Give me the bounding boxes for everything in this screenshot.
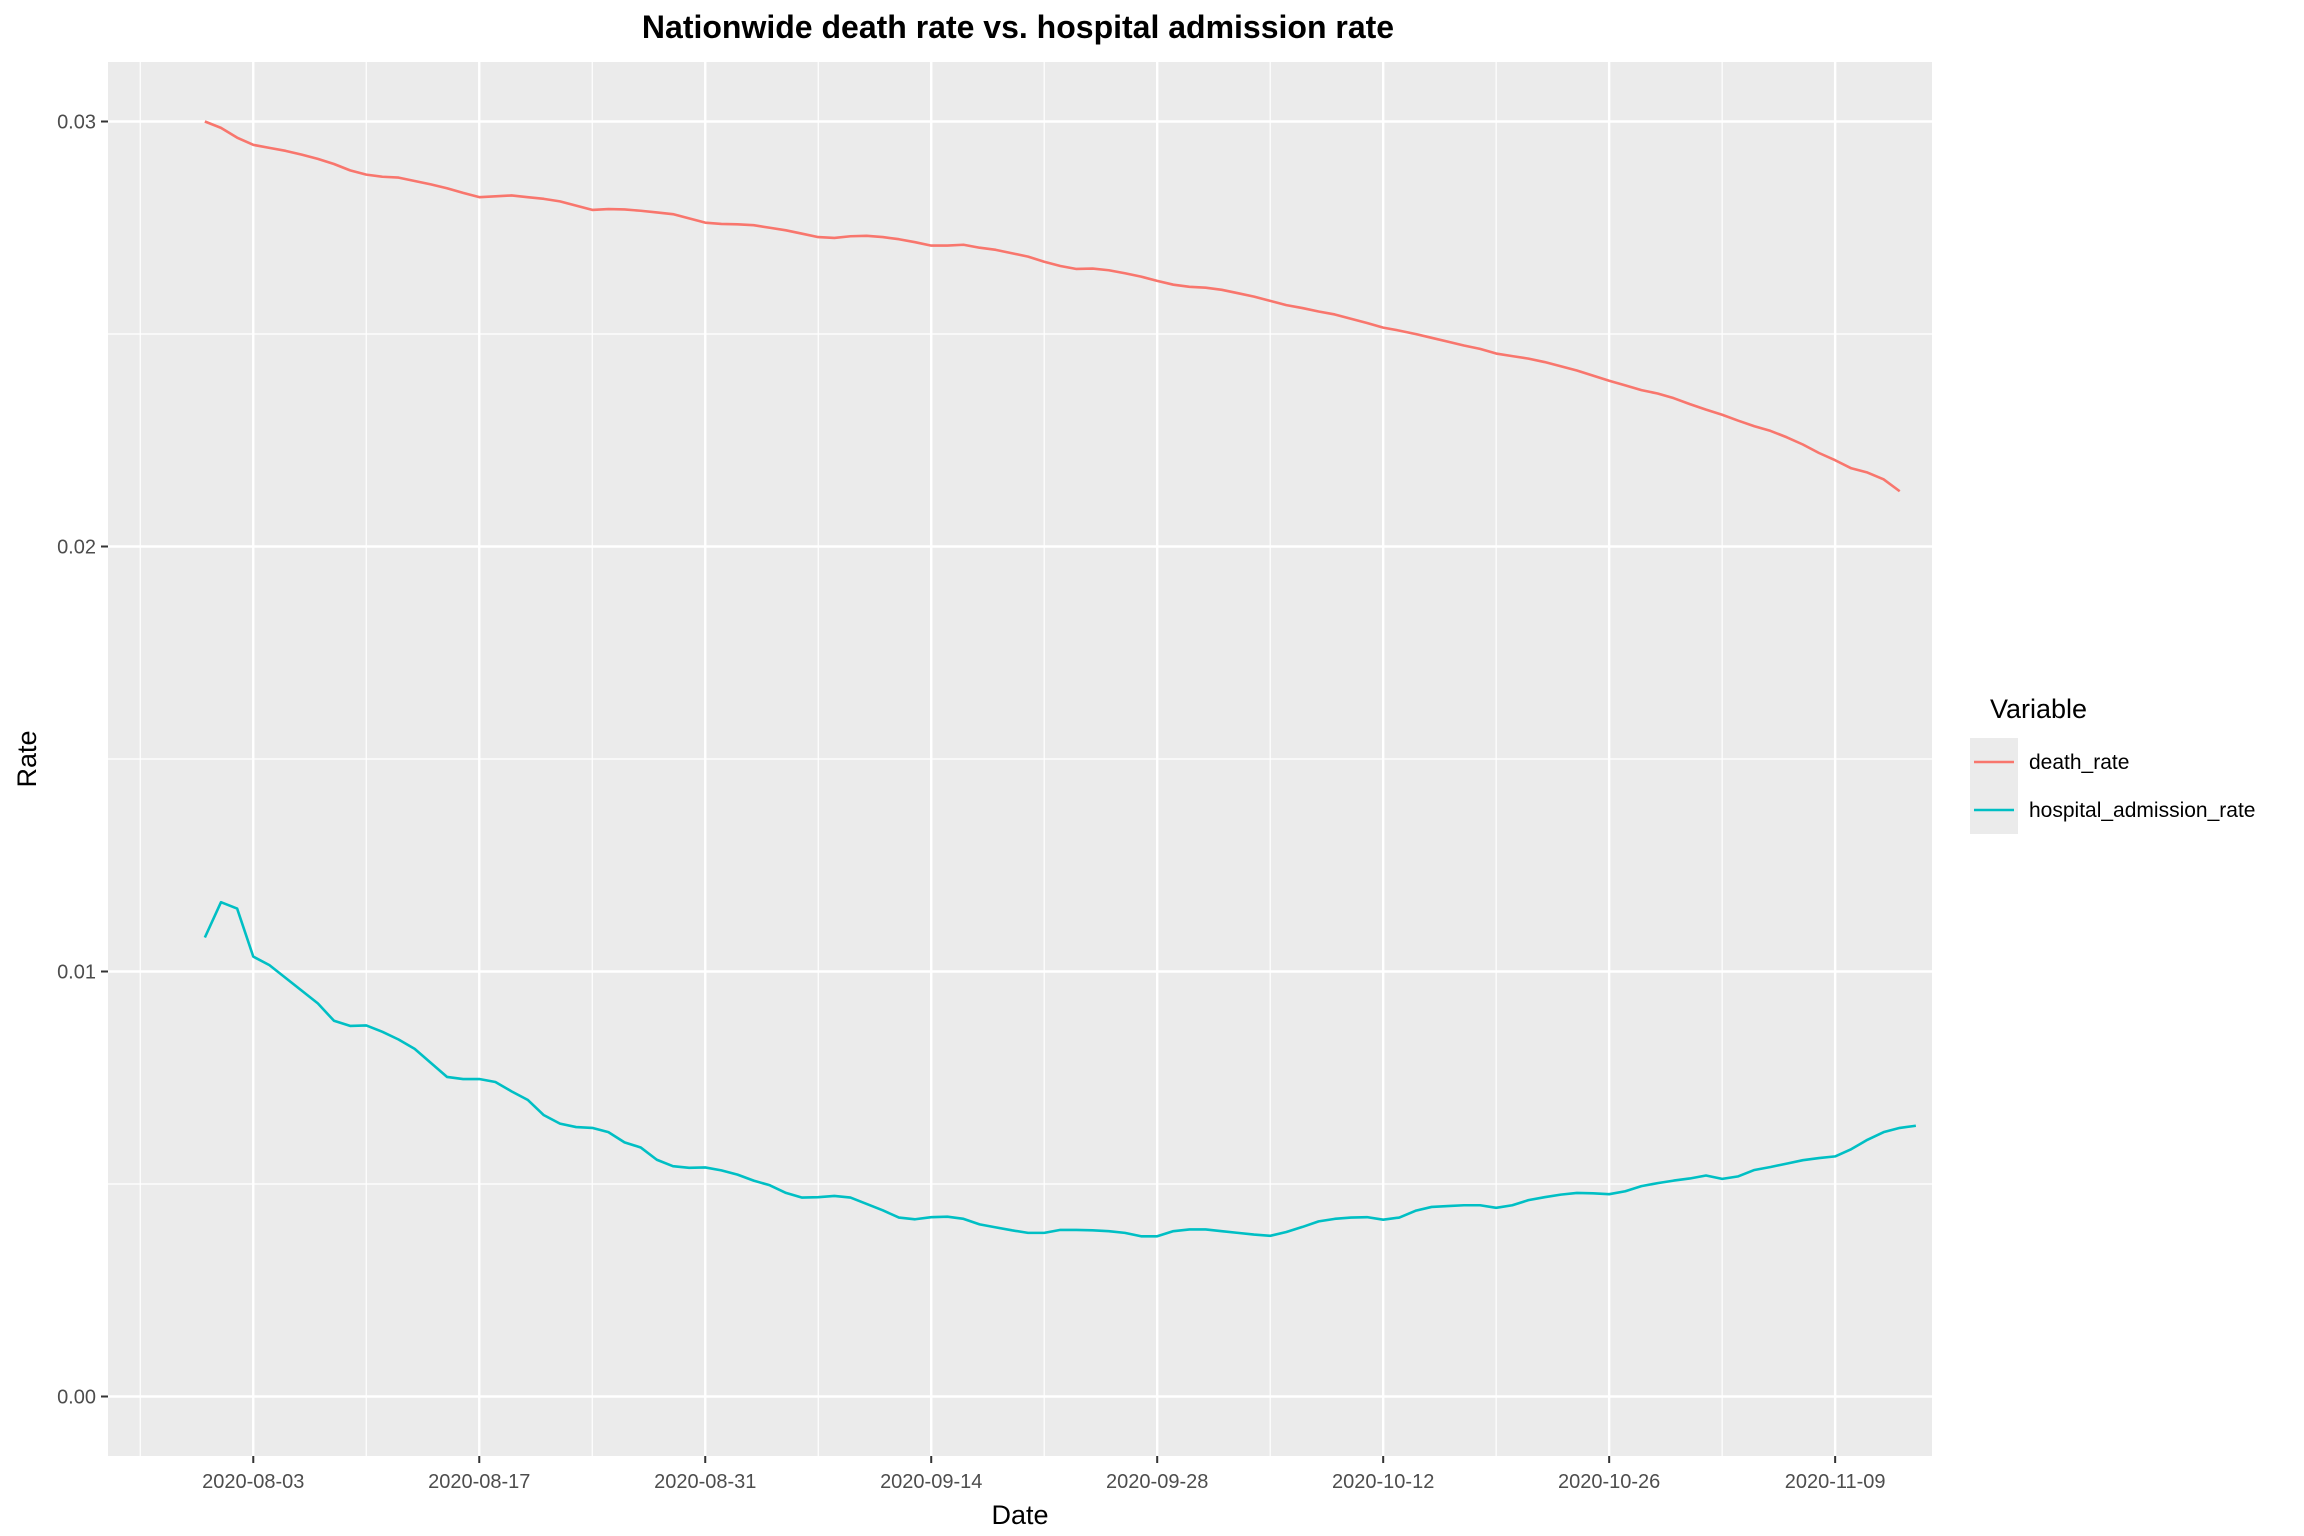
grid-minor	[108, 62, 1932, 1456]
series-line-death_rate	[204, 120, 1901, 493]
x-tick-label: 2020-09-28	[1106, 1471, 1208, 1493]
x-tick-label: 2020-11-09	[1785, 1471, 1886, 1493]
y-tick-label: 0.00	[57, 1387, 96, 1409]
y-tick-label: 0.02	[57, 537, 96, 559]
x-tick-label: 2020-08-31	[654, 1471, 756, 1493]
legend: Variable death_rate hospital_admission_ra…	[1970, 694, 2255, 834]
legend-label-death_rate: death_rate	[2029, 751, 2129, 774]
series-layer	[203, 120, 1917, 1238]
y-axis-title: Rate	[12, 730, 42, 787]
chart-title: Nationwide death rate vs. hospital admis…	[642, 9, 1394, 45]
x-tick-label: 2020-10-12	[1332, 1471, 1434, 1493]
x-tick-label: 2020-09-14	[880, 1471, 982, 1493]
x-tick-label: 2020-10-26	[1558, 1471, 1660, 1493]
x-tick-label: 2020-08-17	[428, 1471, 530, 1493]
axes: 2020-08-03 2020-08-17 2020-08-31 2020-09-14…	[57, 112, 1886, 1494]
legend-items: death_rate hospital_admission_rate	[1970, 738, 2255, 834]
grid-major	[108, 62, 1932, 1456]
series-line-hospital_admission_rate	[203, 900, 1917, 1238]
legend-title: Variable	[1990, 694, 2087, 724]
y-tick-label: 0.01	[57, 962, 96, 984]
x-axis-title: Date	[991, 1500, 1048, 1530]
y-tick-label: 0.03	[57, 112, 96, 134]
legend-label-hospital_admission_rate: hospital_admission_rate	[2029, 799, 2255, 822]
x-tick-label: 2020-08-03	[202, 1471, 304, 1493]
